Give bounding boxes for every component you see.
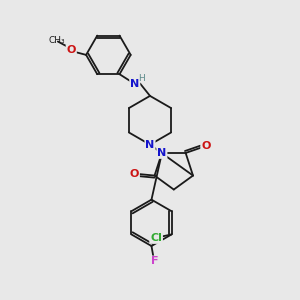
Text: O: O (201, 141, 211, 151)
Text: H: H (138, 74, 145, 83)
Text: Cl: Cl (150, 233, 162, 243)
Text: CH₃: CH₃ (48, 35, 65, 44)
Text: F: F (151, 256, 159, 266)
Text: N: N (130, 79, 140, 88)
Text: O: O (130, 169, 139, 179)
Text: N: N (146, 140, 154, 150)
Text: O: O (67, 45, 76, 56)
Text: N: N (157, 148, 167, 158)
